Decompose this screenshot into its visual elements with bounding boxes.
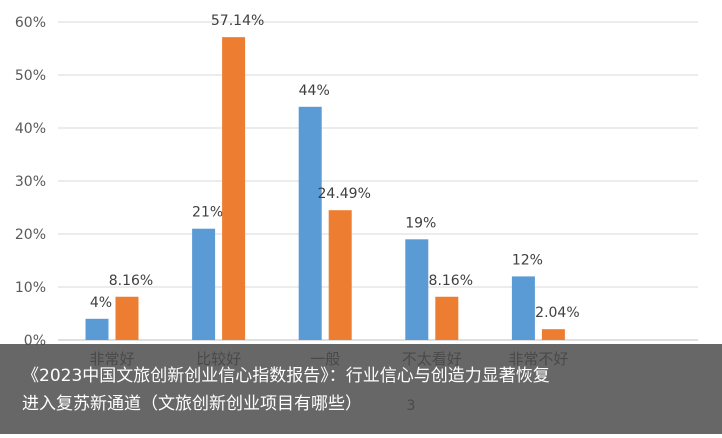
bar [435, 296, 459, 340]
data-label: 21% [192, 205, 223, 221]
data-label: 8.16% [109, 273, 153, 289]
y-tick-label: 10% [15, 280, 46, 296]
data-label: 8.16% [429, 273, 473, 289]
bar [222, 37, 246, 341]
data-label: 44% [299, 83, 330, 99]
y-tick-label: 30% [15, 174, 46, 190]
caption-line-1: 《2023中国文旅创新创业信心指数报告》：行业信心与创造力显著恢复 [22, 366, 550, 386]
y-tick-label: 20% [15, 227, 46, 243]
data-label: 57.14% [211, 13, 264, 29]
bar [115, 296, 139, 340]
y-tick-label: 60% [15, 15, 46, 31]
data-label: 12% [512, 252, 543, 268]
data-label: 19% [405, 215, 436, 231]
caption-line-2: 进入复苏新通道（文旅创新创业项目有哪些） [22, 394, 362, 414]
bar [298, 106, 322, 340]
bar [541, 329, 565, 340]
data-label: 24.49% [318, 186, 371, 202]
bar [328, 210, 352, 340]
caption-overlay: 《2023中国文旅创新创业信心指数报告》：行业信心与创造力显著恢复 进入复苏新通… [0, 344, 722, 434]
bar [192, 228, 216, 340]
bar [405, 239, 429, 340]
data-label: 2.04% [535, 305, 579, 321]
data-label: 4% [90, 295, 112, 311]
bar [85, 318, 109, 340]
y-tick-label: 50% [15, 68, 46, 84]
y-tick-label: 40% [15, 121, 46, 137]
bar [511, 276, 535, 340]
